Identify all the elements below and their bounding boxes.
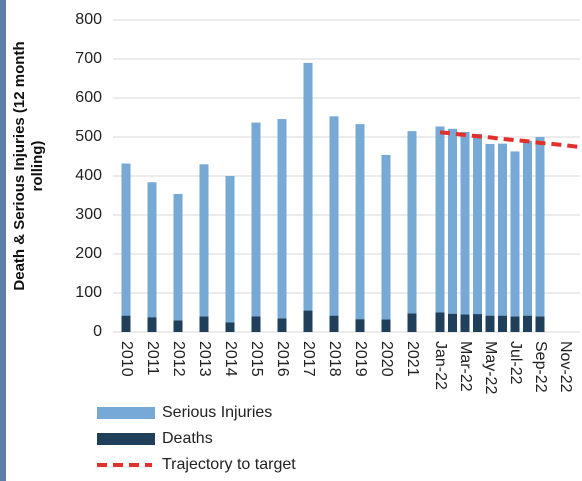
legend-label: Serious Injuries (162, 404, 272, 421)
trajectory-line (439, 130, 578, 149)
x-tick-label: 2014 (222, 341, 239, 377)
x-tick-label: Nov-22 (557, 341, 574, 393)
y-tick-label: 0 (93, 323, 102, 340)
bar-segment (121, 163, 131, 316)
x-tick-label: Sep-22 (532, 341, 549, 393)
y-tick-label: 400 (75, 167, 102, 184)
y-tick-label: 800 (75, 11, 102, 28)
bar-segment (329, 116, 339, 316)
bar-segment (485, 144, 495, 316)
bar-segment (523, 140, 532, 316)
y-tick-label: 100 (75, 284, 102, 301)
bar-segment (407, 313, 417, 332)
bar-segment (448, 313, 457, 332)
bar-segment (303, 310, 313, 332)
bar-segment (407, 131, 417, 314)
x-tick-label: May-22 (482, 341, 499, 394)
x-tick-label: 2016 (274, 341, 291, 377)
bar-segment (498, 315, 507, 332)
x-tick-label: Mar-22 (457, 341, 474, 392)
bar-segment (225, 322, 235, 332)
x-tick-label: 2013 (196, 341, 213, 377)
bar-segment (121, 315, 131, 332)
bar-segment (448, 128, 457, 314)
bar-segment (303, 62, 313, 311)
y-axis-label: Death & Serious Injuries (12 month rolli… (11, 41, 46, 291)
x-tick-label: 2017 (300, 341, 317, 377)
x-tick-label: 2018 (326, 341, 343, 377)
bar-segment (435, 126, 445, 313)
y-tick-label: 700 (75, 50, 102, 67)
bar-segment (535, 316, 545, 332)
bar-segment (381, 154, 391, 320)
bar-segment (251, 316, 261, 332)
bar-segment (381, 319, 391, 332)
y-tick-label: 200 (75, 245, 102, 262)
x-tick-label: 2020 (378, 341, 395, 377)
x-tick-label: Jan-22 (432, 341, 449, 390)
legend-swatch (97, 407, 155, 419)
bar-segment (510, 151, 520, 317)
bar-segment (473, 133, 482, 315)
bar-segment (147, 182, 157, 318)
bar-segment (199, 316, 209, 332)
bar-segment (225, 176, 235, 323)
bar-segment (355, 124, 365, 320)
bar-segment (199, 164, 209, 317)
bar-segment (329, 315, 339, 332)
legend-label: Trajectory to target (162, 456, 296, 473)
x-tick-label: 2021 (404, 341, 421, 377)
bar-segment (251, 122, 261, 317)
x-tick-label: 2010 (118, 341, 135, 377)
left-border (0, 0, 6, 481)
y-tick-label: 300 (75, 206, 102, 223)
bar-segment (460, 131, 470, 315)
bar-segment (173, 320, 183, 332)
legend-swatch (97, 433, 155, 445)
bar-segment (435, 312, 445, 332)
bar-segment (147, 317, 157, 332)
x-tick-label: 2011 (144, 341, 161, 376)
y-tick-label: 600 (75, 89, 102, 106)
bar-segment (510, 316, 520, 332)
bar-segment (277, 318, 287, 332)
bar-segment (277, 119, 287, 319)
bar-segment (523, 315, 532, 332)
x-tick-label: Jul-22 (507, 341, 524, 385)
x-tick-label: 2015 (248, 341, 265, 377)
y-tick-label: 500 (75, 128, 102, 145)
bar-segment (535, 137, 545, 317)
x-tick-label: 2012 (170, 341, 187, 377)
bar-segment (173, 193, 183, 321)
bar-segment (485, 315, 495, 332)
x-tick-label: 2019 (352, 341, 369, 377)
legend-label: Deaths (162, 430, 213, 447)
bar-segment (473, 314, 482, 332)
bar-segment (355, 319, 365, 332)
bar-segment (498, 143, 507, 316)
bar-segment (460, 314, 470, 332)
